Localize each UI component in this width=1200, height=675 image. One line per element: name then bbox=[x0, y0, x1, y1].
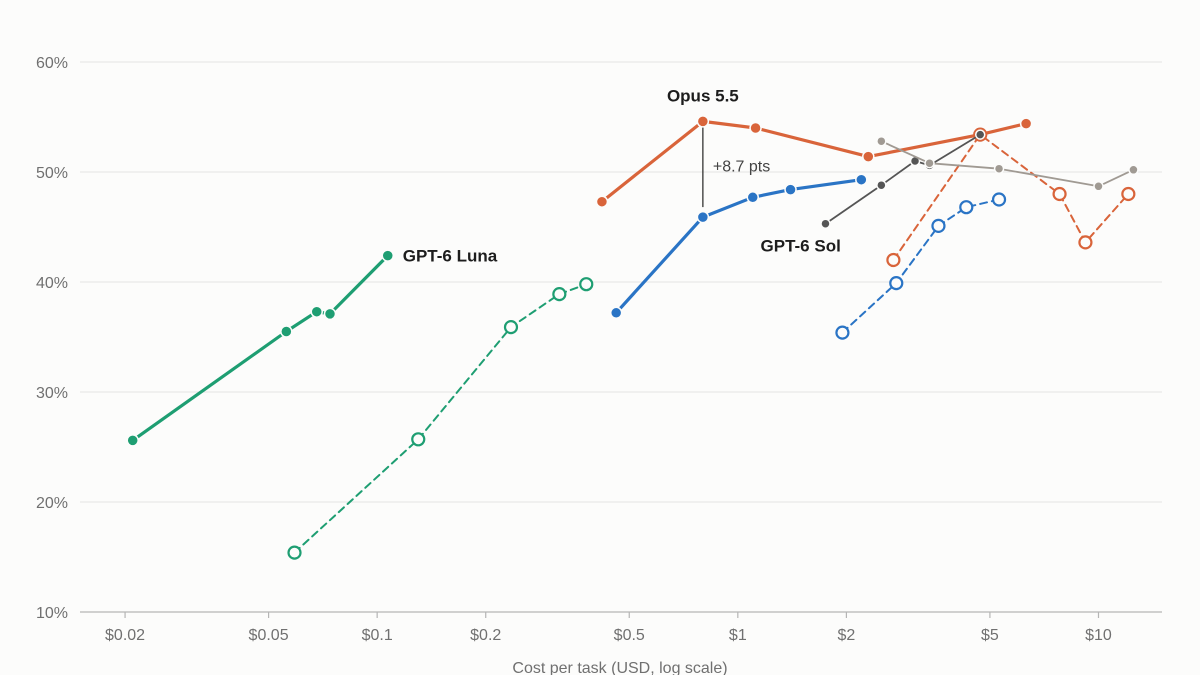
data-point bbox=[993, 163, 1005, 174]
x-tick-label: $0.1 bbox=[362, 627, 393, 644]
data-point-hollow bbox=[886, 252, 901, 268]
data-point bbox=[609, 306, 623, 320]
x-tick-label: $1 bbox=[729, 627, 747, 644]
data-point-hollow bbox=[835, 325, 850, 340]
series-label: GPT-6 Luna bbox=[403, 247, 498, 266]
data-point bbox=[595, 195, 609, 208]
x-tick-label: $0.05 bbox=[249, 627, 289, 644]
y-tick-label: 30% bbox=[36, 385, 68, 402]
x-tick-label: $5 bbox=[981, 627, 999, 644]
data-point bbox=[876, 135, 887, 147]
data-point-hollow bbox=[991, 192, 1007, 207]
data-point-hollow bbox=[503, 320, 519, 335]
series-line-6 bbox=[824, 133, 982, 225]
data-point bbox=[1128, 164, 1139, 176]
series-label: Opus 5.5 bbox=[667, 86, 739, 105]
axes bbox=[80, 611, 1162, 618]
data-point-hollow bbox=[552, 287, 567, 302]
x-tick-label: $10 bbox=[1085, 627, 1112, 644]
data-point bbox=[820, 218, 831, 229]
data-point-hollow bbox=[411, 432, 426, 447]
data-point bbox=[746, 191, 760, 204]
y-tick-label: 40% bbox=[36, 275, 68, 292]
data-point bbox=[323, 307, 337, 321]
y-tick-label: 20% bbox=[36, 495, 68, 512]
data-point bbox=[924, 157, 935, 169]
y-tick-label: 60% bbox=[36, 55, 68, 72]
data-point-hollow bbox=[959, 200, 974, 215]
data-point bbox=[696, 115, 710, 128]
y-tick-label: 50% bbox=[36, 165, 68, 182]
data-point-hollow bbox=[931, 218, 946, 233]
data-point-hollow bbox=[889, 276, 904, 291]
data-point bbox=[862, 150, 875, 163]
data-point bbox=[749, 121, 762, 135]
data-point-hollow bbox=[1078, 235, 1093, 250]
data-point bbox=[974, 129, 986, 140]
y-tick-label: 10% bbox=[36, 605, 68, 622]
data-point bbox=[696, 210, 710, 224]
data-point bbox=[784, 183, 797, 196]
data-point-hollow bbox=[1121, 186, 1136, 202]
data-point bbox=[126, 434, 139, 447]
data-point-hollow bbox=[1052, 186, 1067, 202]
series-group bbox=[126, 115, 1139, 560]
series-label: GPT-6 Sol bbox=[761, 237, 841, 256]
data-point bbox=[1019, 117, 1033, 130]
data-point bbox=[310, 305, 323, 318]
x-tick-label: $0.02 bbox=[105, 627, 145, 644]
series-labels: GPT-6 Luna Opus 5.5 GPT-6 Sol bbox=[403, 86, 841, 265]
data-point-hollow bbox=[287, 545, 302, 560]
series-line-0 bbox=[131, 254, 390, 442]
data-point bbox=[876, 179, 887, 191]
tick-labels: 10% 20% 30% 40% 50% 60% $0.02 $0.05 $0.1 $0.2 $0.5… bbox=[36, 55, 1112, 644]
annotation-group: +8.7 pts bbox=[702, 123, 770, 208]
x-tick-label: $0.2 bbox=[470, 627, 501, 644]
gridlines bbox=[80, 61, 1162, 503]
data-point bbox=[381, 249, 395, 262]
x-tick-label: $0.5 bbox=[614, 627, 645, 644]
data-point bbox=[855, 173, 868, 186]
data-point-hollow bbox=[579, 277, 594, 292]
delta-annotation-label: +8.7 pts bbox=[713, 158, 770, 175]
data-point bbox=[1093, 181, 1104, 192]
series-line-1 bbox=[293, 283, 588, 554]
x-tick-label: $2 bbox=[837, 627, 855, 644]
data-point bbox=[280, 325, 293, 338]
series-line-2 bbox=[600, 119, 1028, 204]
x-axis-label: Cost per task (USD, log scale) bbox=[512, 660, 727, 675]
series-line-4 bbox=[892, 133, 1130, 261]
